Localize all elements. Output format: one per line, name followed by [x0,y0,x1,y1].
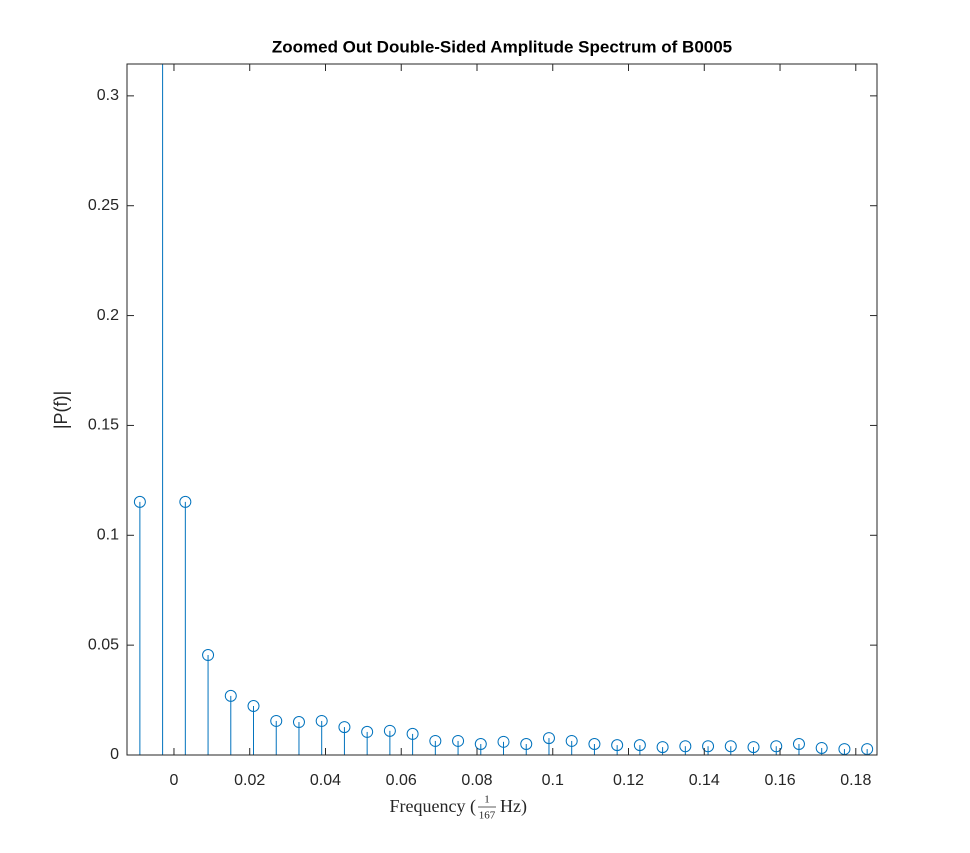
x-tick-label: 0.14 [689,772,720,789]
x-label-unit: Hz) [500,796,527,817]
stem-marker [656,741,669,754]
x-tick-label: 0.06 [386,772,417,789]
x-tick-label: 0.04 [310,772,341,789]
y-tick-label: 0.15 [88,417,119,434]
stem-marker [270,714,283,727]
stem-marker [679,740,692,753]
y-axis-label: |P(f)| [51,391,71,429]
x-label-text: Frequency ( [390,796,476,817]
stem-marker [383,724,396,737]
x-label-numerator: 1 [484,794,490,806]
stem-marker [202,649,215,662]
stem-marker [747,741,760,754]
x-tick-label: 0.1 [542,772,564,789]
stem-marker [724,740,737,753]
stem-marker [361,725,374,738]
y-tick-label: 0.3 [97,87,119,104]
x-tick-label: 0.08 [461,772,492,789]
stem-marker [633,739,646,752]
stem-marker [770,740,783,753]
stem-marker [315,714,328,727]
stem-marker [292,716,305,729]
stem-marker [179,495,192,508]
x-label-denominator: 167 [479,810,496,822]
stem-marker [338,721,351,734]
stem-marker [133,495,146,508]
plot-area [133,64,874,755]
y-tick-label: 0.25 [88,197,119,214]
axes-box [126,63,878,756]
stem-marker [406,727,419,740]
x-tick-label: 0 [170,772,179,789]
y-tick-label: 0 [110,746,119,763]
stem-marker [588,738,601,751]
stem-marker [247,700,260,713]
x-tick-label: 0.12 [613,772,644,789]
x-tick-label: 0.18 [840,772,871,789]
y-tick-label: 0.05 [88,636,119,653]
x-tick-label: 0.02 [234,772,265,789]
y-tick-label: 0.1 [97,527,119,544]
stem-marker [542,732,555,745]
stem-marker [702,740,715,753]
stem-marker [474,738,487,751]
stem-marker [520,738,533,751]
stem-marker [815,741,828,754]
stem-marker [611,739,624,752]
stem-marker [224,689,237,702]
stem-marker [792,738,805,751]
x-axis-label: Frequency ( 1 167 Hz) [390,794,527,822]
y-tick-label: 0.2 [97,307,119,324]
x-tick-label: 0.16 [764,772,795,789]
stem-marker [452,734,465,747]
stem-marker [497,735,510,748]
stem-marker [565,734,578,747]
chart-title: Zoomed Out Double-Sided Amplitude Spectr… [272,37,732,56]
stem-marker [429,734,442,747]
